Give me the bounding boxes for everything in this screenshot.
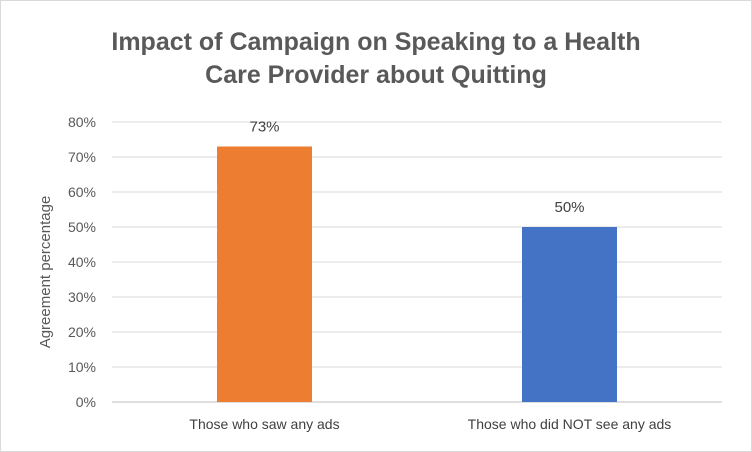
y-tick-label: 10% (68, 359, 96, 375)
y-tick-label: 70% (68, 149, 96, 165)
data-label: 50% (554, 199, 584, 216)
y-axis-ticks: 0% 10% 20% 30% 40% 50% 60% 70% 80% (68, 114, 96, 410)
chart-title: Impact of Campaign on Speaking to a Heal… (0, 26, 752, 92)
chart-title-line-2: Care Provider about Quitting (205, 61, 547, 89)
y-tick-label: 20% (68, 324, 96, 340)
y-tick-label: 50% (68, 219, 96, 235)
chart-title-line-1: Impact of Campaign on Speaking to a Heal… (111, 28, 641, 56)
y-tick-label: 0% (76, 394, 96, 410)
bar (217, 146, 312, 402)
category-label: Those who saw any ads (189, 416, 339, 432)
gridlines (112, 121, 722, 403)
y-tick-label: 30% (68, 289, 96, 305)
data-labels: 73% 50% (249, 119, 584, 217)
y-tick-label: 80% (68, 114, 96, 130)
bar (522, 227, 617, 402)
bars (217, 146, 617, 402)
y-tick-label: 60% (68, 184, 96, 200)
data-label: 73% (249, 119, 279, 136)
y-tick-label: 40% (68, 254, 96, 270)
x-axis-categories: Those who saw any ads Those who did NOT s… (189, 416, 671, 432)
category-label: Those who did NOT see any ads (468, 416, 672, 432)
y-axis-label: Agreement percentage (37, 196, 54, 349)
